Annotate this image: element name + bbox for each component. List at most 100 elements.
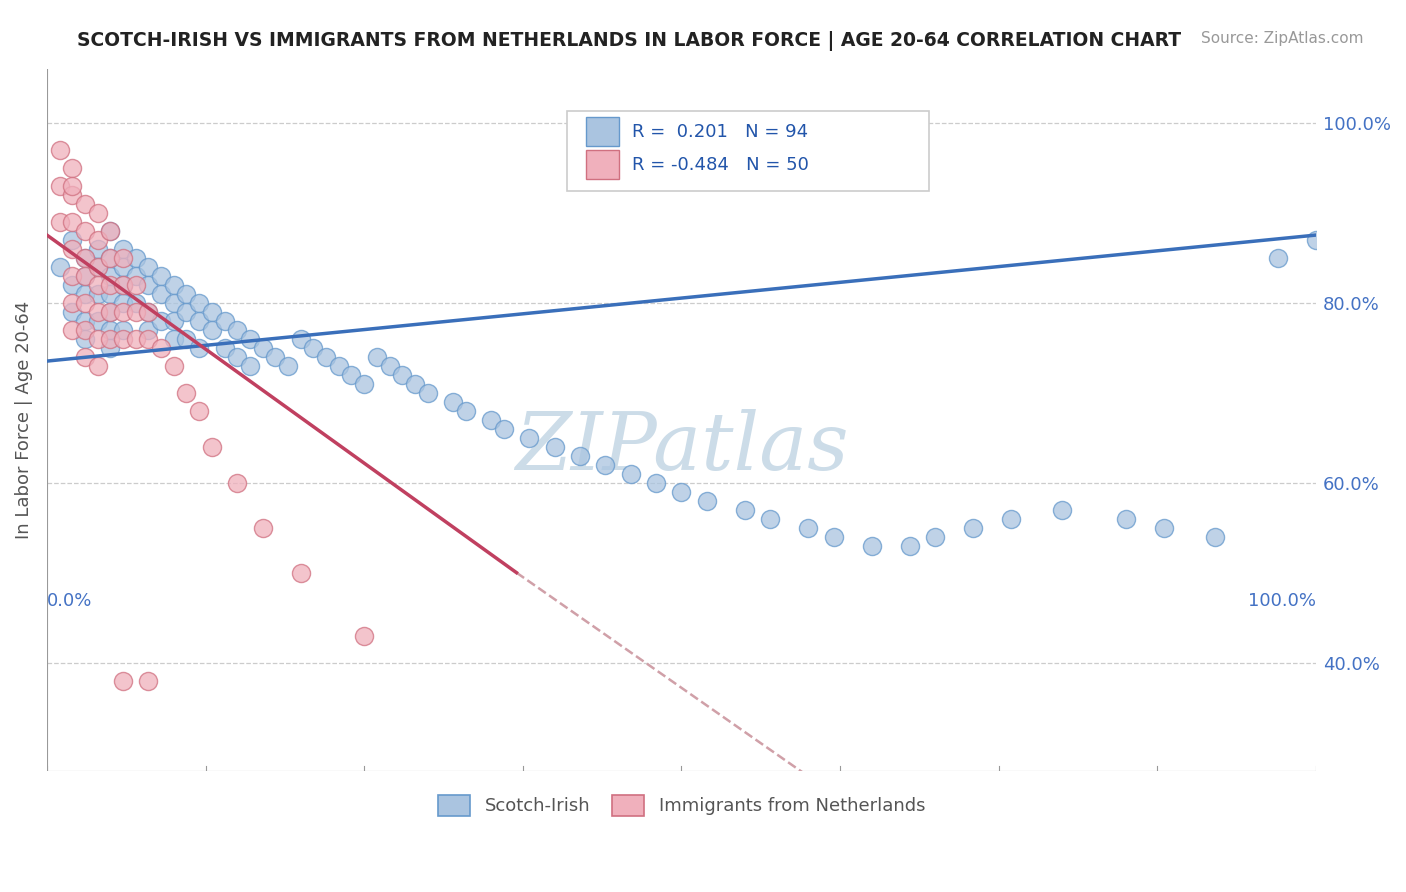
Point [302,341,325,355]
Point [112,673,135,688]
Point [1204,530,1226,544]
Text: Source: ZipAtlas.com: Source: ZipAtlas.com [1201,31,1364,46]
Point [112,332,135,346]
Point [353,629,375,643]
Point [98,251,121,265]
Point [125,268,148,283]
Point [645,475,668,490]
Point [1000,511,1022,525]
Point [98,304,121,318]
Point [60,178,83,193]
Point [620,467,643,481]
Point [226,322,249,336]
Point [176,304,198,318]
Point [98,223,121,237]
Point [568,449,591,463]
Point [86,304,108,318]
Point [252,521,274,535]
Point [1115,511,1137,525]
FancyBboxPatch shape [567,111,929,192]
Point [290,332,312,346]
Point [48,143,70,157]
Point [1305,233,1327,247]
Point [112,277,135,292]
Point [201,304,224,318]
Point [176,286,198,301]
Point [73,295,96,310]
Point [1050,502,1073,516]
Point [378,359,401,373]
Point [340,368,363,382]
Point [73,332,96,346]
Point [543,440,565,454]
Point [150,341,173,355]
Point [163,332,186,346]
Point [112,304,135,318]
Point [73,268,96,283]
Point [125,251,148,265]
Point [226,350,249,364]
Point [277,359,299,373]
Point [595,458,617,472]
Point [823,530,845,544]
Point [898,539,921,553]
Point [517,431,540,445]
Point [60,268,83,283]
Point [797,521,820,535]
Point [150,313,173,327]
Point [201,322,224,336]
Point [176,385,198,400]
Point [112,251,135,265]
Point [112,277,135,292]
Point [138,304,160,318]
Point [73,322,96,336]
Point [404,376,426,391]
Point [98,268,121,283]
Point [60,295,83,310]
Point [125,304,148,318]
Point [239,359,262,373]
Point [60,214,83,228]
Point [86,277,108,292]
Text: R =  0.201   N = 94: R = 0.201 N = 94 [631,123,808,141]
Point [759,511,782,525]
Point [138,304,160,318]
Point [479,412,502,426]
Point [86,260,108,274]
Point [138,332,160,346]
Point [366,350,388,364]
Point [239,332,262,346]
Point [226,475,249,490]
Point [252,341,274,355]
Point [98,341,121,355]
Point [1267,251,1289,265]
Point [48,260,70,274]
Point [391,368,413,382]
Point [201,440,224,454]
Legend: Scotch-Irish, Immigrants from Netherlands: Scotch-Irish, Immigrants from Netherland… [429,786,935,825]
Point [60,242,83,256]
Point [73,223,96,237]
Point [60,233,83,247]
Point [492,422,515,436]
Y-axis label: In Labor Force | Age 20-64: In Labor Force | Age 20-64 [15,301,32,539]
Point [112,322,135,336]
Point [73,251,96,265]
Point [112,260,135,274]
Text: ZIPatlas: ZIPatlas [515,409,848,486]
Point [125,295,148,310]
Point [98,332,121,346]
Point [98,322,121,336]
Point [188,403,211,417]
Point [1153,521,1175,535]
Point [60,304,83,318]
Point [163,295,186,310]
Point [264,350,287,364]
Point [86,260,108,274]
Point [138,277,160,292]
Point [734,502,756,516]
Point [214,341,236,355]
Text: 100.0%: 100.0% [1249,591,1316,609]
Point [98,286,121,301]
Point [86,359,108,373]
